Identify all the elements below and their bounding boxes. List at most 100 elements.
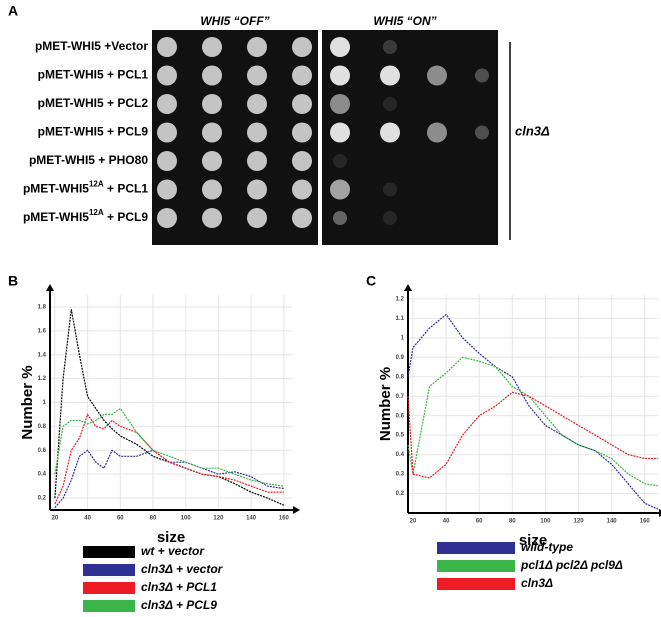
spot	[202, 65, 222, 86]
legend-swatch	[437, 560, 515, 572]
plate-on	[322, 30, 498, 245]
x-tick-label: 80	[509, 519, 516, 525]
y-tick-label: 1.6	[38, 328, 47, 334]
spot	[202, 122, 222, 143]
row-label-main: pMET-WHI5 + PCL1	[38, 68, 149, 82]
y-tick-label: 1.1	[396, 316, 405, 322]
spot	[292, 37, 312, 57]
row-label-main: pMET-WHI5	[23, 182, 89, 196]
legend-label: pcl1Δ pcl2Δ pcl9Δ	[520, 558, 623, 572]
row-label-main: pMET-WHI5 +Vector	[35, 39, 148, 53]
y-axis-label: Number %	[19, 365, 36, 439]
legend-swatch	[437, 542, 515, 554]
legend-swatch	[83, 600, 135, 612]
row-label-sup: 12A	[89, 180, 104, 189]
x-tick-label: 40	[443, 519, 450, 525]
spot	[383, 97, 397, 111]
x-tick-label: 160	[640, 519, 651, 525]
spot	[292, 179, 312, 200]
x-tick-label: 100	[540, 519, 551, 525]
row-label: pMET-WHI5 + PCL2	[38, 96, 149, 110]
row-label-main: pMET-WHI5 + PCL9	[38, 125, 149, 139]
y-tick-label: 0.3	[396, 472, 405, 478]
y-arrow	[404, 284, 412, 291]
row-label-rest: + PCL9	[104, 210, 149, 224]
y-arrow	[46, 284, 54, 291]
x-tick-label: 20	[52, 516, 59, 522]
spot	[427, 122, 447, 143]
spot	[157, 179, 177, 200]
x-tick-label: 140	[246, 516, 257, 522]
spot	[157, 151, 177, 171]
spot	[330, 37, 350, 57]
spot	[380, 65, 400, 86]
spot	[330, 65, 350, 86]
y-tick-label: 0.4	[38, 472, 47, 478]
y-tick-label: 1.2	[38, 376, 47, 382]
y-tick-label: 0.6	[396, 413, 405, 419]
spot	[292, 151, 312, 171]
y-axis-label: Number %	[377, 367, 394, 441]
series-line	[407, 356, 659, 487]
spot	[202, 179, 222, 200]
spot	[202, 208, 222, 228]
y-tick-label: 1	[401, 335, 405, 341]
row-label: pMET-WHI5 + PCL9	[38, 125, 149, 139]
spot	[202, 37, 222, 57]
row-label: pMET-WHI5 +Vector	[35, 39, 148, 53]
x-tick-label: 60	[117, 516, 124, 522]
x-tick-label: 120	[574, 519, 585, 525]
spot	[292, 65, 312, 86]
spot	[292, 208, 312, 228]
spot	[333, 211, 347, 225]
spot	[380, 122, 400, 143]
y-tick-label: 0.2	[38, 496, 47, 502]
spot	[333, 154, 347, 168]
header-off: WHI5 “OFF”	[200, 14, 269, 28]
legend-label: wt + vector	[141, 544, 205, 558]
legend-label: cln3Δ + PCL1	[141, 580, 217, 594]
series-line	[407, 391, 658, 479]
row-label-main: pMET-WHI5 + PHO80	[29, 153, 148, 167]
series-line	[54, 309, 285, 506]
x-tick-label: 60	[476, 519, 483, 525]
y-tick-label: 0.8	[396, 374, 405, 380]
y-tick-label: 0.2	[396, 491, 405, 497]
x-tick-label: 140	[607, 519, 618, 525]
spot	[157, 122, 177, 143]
spot	[202, 94, 222, 114]
y-tick-label: 0.4	[396, 452, 405, 458]
y-tick-label: 1.8	[38, 305, 47, 311]
y-tick-label: 0.5	[396, 433, 405, 439]
spot	[157, 65, 177, 86]
spot	[330, 179, 350, 200]
row-label-main: pMET-WHI5 + PCL2	[38, 96, 149, 110]
legend-label: wild-type	[521, 540, 573, 554]
spot	[330, 94, 350, 114]
spot	[157, 94, 177, 114]
spot	[202, 151, 222, 171]
x-tick-label: 40	[84, 516, 91, 522]
x-axis-label: size	[157, 529, 185, 546]
row-label-sup: 12A	[89, 208, 104, 217]
series-line	[54, 413, 284, 505]
series-line	[54, 407, 284, 487]
series-line	[407, 313, 659, 510]
row-label: pMET-WHI5 + PHO80	[29, 153, 148, 167]
x-tick-label: 160	[279, 516, 290, 522]
row-label: pMET-WHI512A + PCL9	[23, 208, 148, 224]
y-tick-label: 0.6	[38, 448, 47, 454]
legend-label: cln3Δ + vector	[141, 562, 224, 576]
row-label: pMET-WHI5 + PCL1	[38, 68, 149, 82]
y-tick-label: 0.8	[38, 424, 47, 430]
panel-label: C	[366, 273, 376, 289]
spot	[330, 122, 350, 143]
series-line	[54, 449, 284, 508]
row-label-rest: + PCL1	[104, 182, 149, 196]
legend-swatch	[83, 546, 135, 558]
x-tick-label: 120	[213, 516, 224, 522]
panel-label: B	[8, 273, 18, 289]
x-axis-label: size	[519, 532, 547, 549]
spot	[247, 37, 267, 57]
spot	[247, 122, 267, 143]
